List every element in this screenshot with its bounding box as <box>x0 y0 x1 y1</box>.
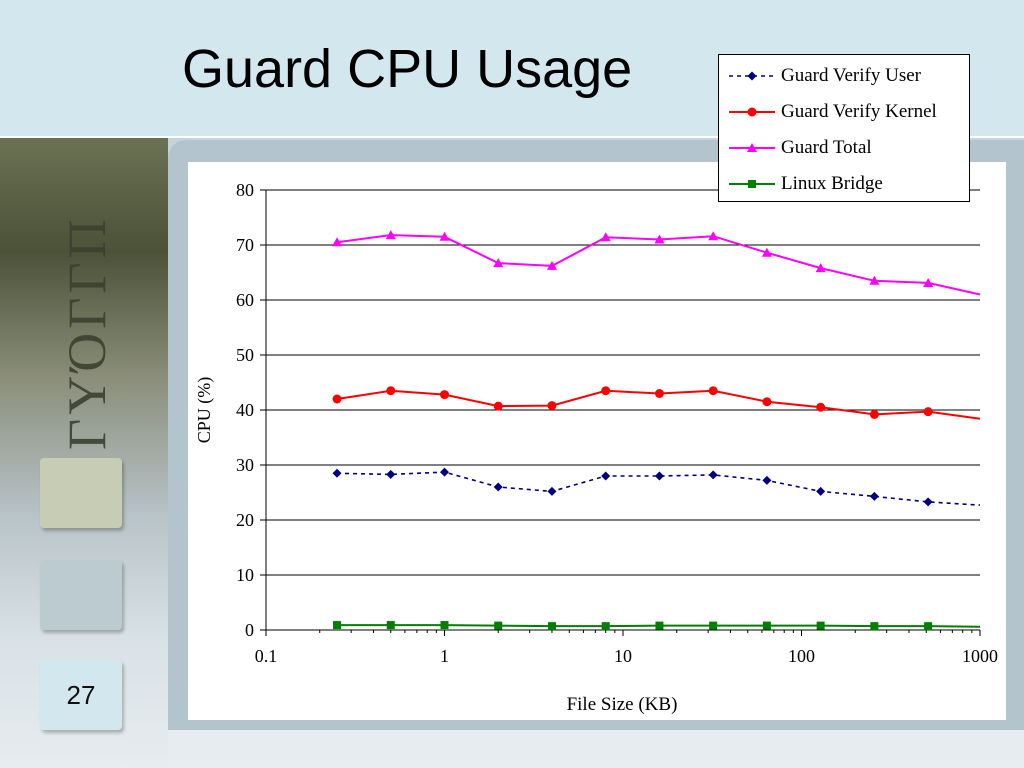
legend-item-guard-verify-user: Guard Verify User <box>727 61 921 91</box>
legend-swatch-marker <box>747 143 757 152</box>
legend-label: Linux Bridge <box>781 173 883 194</box>
data-point-linux-bridge <box>440 621 449 630</box>
y-tick-label: 60 <box>236 290 254 310</box>
legend-swatch-marker <box>748 180 756 188</box>
slide-title: Guard CPU Usage <box>182 39 633 99</box>
legend-swatch-marker <box>747 107 757 117</box>
y-tick-label: 50 <box>236 345 254 365</box>
data-point-guard-verify-kernel <box>493 401 503 411</box>
data-point-guard-verify-user <box>332 468 342 478</box>
line-chart: 0 10 20 30 40 50 60 70 80 0.1 1 10 100 1000 File Size… <box>188 162 1006 720</box>
data-point-guard-verify-user <box>708 470 718 480</box>
x-tick-label: 0.1 <box>255 646 278 666</box>
data-point-guard-total <box>332 237 343 247</box>
legend-label: Guard Verify Kernel <box>781 101 937 122</box>
data-point-guard-verify-kernel <box>654 389 664 398</box>
legend-swatch-marker <box>747 71 757 81</box>
y-tick-label: 10 <box>236 565 254 585</box>
x-tick-label: 1 <box>440 646 449 666</box>
plot-background <box>188 162 1006 720</box>
y-tick-label: 80 <box>236 180 254 200</box>
x-tick-label: 100 <box>788 646 815 666</box>
data-point-guard-verify-kernel <box>869 409 879 419</box>
data-point-guard-verify-kernel <box>923 407 933 417</box>
data-point-guard-verify-kernel <box>816 402 826 412</box>
data-point-guard-total <box>923 277 934 287</box>
data-point-guard-verify-user <box>654 471 664 481</box>
data-point-guard-verify-user <box>386 469 396 479</box>
vertical-decorative-text: ΓΥΌΓΓΠ <box>57 215 117 450</box>
legend-label: Guard Verify User <box>781 65 921 86</box>
data-point-guard-verify-kernel <box>440 390 449 400</box>
x-axis-label: File Size (KB) <box>567 694 678 715</box>
data-point-linux-bridge <box>870 622 879 631</box>
legend-swatch <box>729 107 775 117</box>
y-axis-label: CPU (%) <box>194 377 215 444</box>
data-point-guard-verify-user <box>762 475 772 485</box>
data-point-linux-bridge <box>762 621 771 630</box>
data-point-linux-bridge <box>386 621 395 630</box>
y-tick-label: 30 <box>236 455 254 475</box>
data-point-guard-verify-user <box>816 486 826 496</box>
data-point-guard-verify-user <box>547 486 557 496</box>
data-point-guard-total <box>708 231 719 241</box>
decorative-square <box>40 458 122 528</box>
data-point-guard-total <box>385 230 396 240</box>
legend-label: Guard Total <box>781 137 872 158</box>
data-point-guard-verify-user <box>601 471 611 481</box>
data-point-guard-verify-kernel <box>708 386 718 396</box>
data-point-guard-total <box>869 275 880 285</box>
legend-item-guard-verify-kernel: Guard Verify Kernel <box>727 97 937 127</box>
x-tick-label: 10 <box>614 646 632 666</box>
y-tick-label: 40 <box>236 400 254 420</box>
data-point-guard-verify-kernel <box>547 401 557 411</box>
data-point-linux-bridge <box>494 621 503 630</box>
data-point-guard-total <box>600 232 611 242</box>
y-tick-label: 20 <box>236 510 254 530</box>
legend-swatch <box>729 143 775 152</box>
data-point-linux-bridge <box>655 621 664 630</box>
data-point-guard-verify-kernel <box>386 386 396 396</box>
legend-item-guard-total: Guard Total <box>727 133 872 163</box>
data-point-linux-bridge <box>924 622 933 631</box>
data-point-linux-bridge <box>709 621 718 630</box>
decorative-square <box>40 560 122 630</box>
y-tick-label: 70 <box>236 235 254 255</box>
data-point-linux-bridge <box>816 621 825 630</box>
data-point-guard-verify-user <box>440 467 449 477</box>
legend-swatch <box>729 180 775 188</box>
x-tick-label: 1000 <box>962 646 998 666</box>
legend-swatch <box>729 71 775 81</box>
data-point-guard-verify-kernel <box>332 394 342 404</box>
data-point-guard-total <box>815 263 826 273</box>
legend-item-linux-bridge: Linux Bridge <box>727 169 883 199</box>
chart-legend: Guard Verify User Guard Verify Kernel Guar… <box>718 54 970 202</box>
data-point-guard-total <box>439 231 450 241</box>
data-point-guard-verify-user <box>493 482 503 492</box>
data-point-guard-total <box>493 258 504 268</box>
data-point-guard-total <box>546 260 557 270</box>
page-number: 27 <box>40 660 122 730</box>
data-point-guard-verify-kernel <box>762 397 772 407</box>
data-point-guard-total <box>654 234 665 244</box>
data-point-guard-total <box>761 247 772 257</box>
data-point-guard-verify-user <box>923 497 933 507</box>
data-point-guard-verify-user <box>869 491 879 501</box>
y-tick-label: 0 <box>245 620 254 640</box>
data-point-linux-bridge <box>601 622 610 631</box>
data-point-guard-verify-kernel <box>601 386 611 396</box>
data-point-linux-bridge <box>547 622 556 631</box>
data-point-linux-bridge <box>333 621 342 630</box>
